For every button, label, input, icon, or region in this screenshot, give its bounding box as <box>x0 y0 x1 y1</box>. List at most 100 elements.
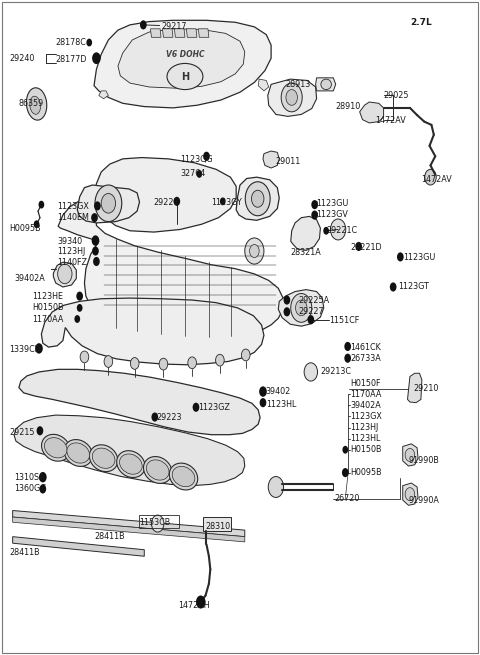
Polygon shape <box>408 373 422 403</box>
Polygon shape <box>19 369 260 435</box>
Text: 1123GU: 1123GU <box>317 199 349 208</box>
Circle shape <box>36 426 43 436</box>
Ellipse shape <box>64 440 93 466</box>
Ellipse shape <box>321 79 331 90</box>
Circle shape <box>77 304 83 312</box>
Text: 28310: 28310 <box>205 522 231 531</box>
Text: 1472AV: 1472AV <box>421 176 452 184</box>
Circle shape <box>173 196 180 206</box>
Circle shape <box>131 358 139 369</box>
Polygon shape <box>12 517 245 542</box>
Text: 28913: 28913 <box>286 80 311 89</box>
Text: 91990B: 91990B <box>408 457 439 465</box>
Text: 2.7L: 2.7L <box>410 18 432 28</box>
Circle shape <box>92 246 99 255</box>
Text: 28321A: 28321A <box>290 248 321 257</box>
Text: 1123GG: 1123GG <box>180 155 213 164</box>
Circle shape <box>296 300 307 316</box>
Circle shape <box>76 291 83 301</box>
Text: 29213C: 29213C <box>321 367 351 377</box>
Text: 32764: 32764 <box>180 170 205 178</box>
Text: 1123HL: 1123HL <box>266 400 296 409</box>
Text: 39402A: 39402A <box>350 401 381 410</box>
Polygon shape <box>268 79 317 117</box>
Text: 29240: 29240 <box>9 54 35 63</box>
Polygon shape <box>14 415 245 485</box>
Text: 29227: 29227 <box>299 307 324 316</box>
Text: 28411B: 28411B <box>9 548 40 557</box>
Circle shape <box>92 52 101 64</box>
Text: 1123GZ: 1123GZ <box>198 403 230 412</box>
Ellipse shape <box>45 438 67 458</box>
Text: 28411B: 28411B <box>95 531 125 540</box>
Text: 29215: 29215 <box>9 428 35 437</box>
Circle shape <box>260 398 266 407</box>
Text: 29227: 29227 <box>154 198 180 206</box>
Polygon shape <box>162 29 173 37</box>
Text: 1339CD: 1339CD <box>9 345 41 354</box>
Text: 29221C: 29221C <box>326 226 357 235</box>
Circle shape <box>35 343 43 354</box>
Polygon shape <box>53 262 76 287</box>
Circle shape <box>104 356 113 367</box>
Ellipse shape <box>42 434 70 461</box>
Circle shape <box>91 213 98 222</box>
Text: 1170AA: 1170AA <box>350 390 382 399</box>
Circle shape <box>39 484 46 493</box>
Circle shape <box>216 354 224 366</box>
Text: H0150B: H0150B <box>32 303 63 312</box>
Circle shape <box>140 20 147 29</box>
Ellipse shape <box>167 64 203 90</box>
Text: 28177D: 28177D <box>56 55 87 64</box>
Polygon shape <box>41 298 264 365</box>
Polygon shape <box>12 510 245 536</box>
Circle shape <box>342 468 348 477</box>
Ellipse shape <box>30 96 40 115</box>
Text: 1140FZ: 1140FZ <box>57 257 87 267</box>
Polygon shape <box>236 177 279 220</box>
Polygon shape <box>258 79 269 91</box>
Ellipse shape <box>67 443 90 463</box>
Text: 1170AA: 1170AA <box>32 314 63 324</box>
Circle shape <box>405 449 415 462</box>
Text: 26720: 26720 <box>335 495 360 503</box>
Circle shape <box>159 358 168 370</box>
Circle shape <box>344 354 351 363</box>
Text: 29223: 29223 <box>156 413 182 422</box>
Ellipse shape <box>117 451 145 477</box>
Circle shape <box>312 210 318 219</box>
Circle shape <box>93 257 100 266</box>
Circle shape <box>38 200 44 208</box>
Circle shape <box>152 515 164 532</box>
Circle shape <box>268 477 284 497</box>
Text: 1153CB: 1153CB <box>140 517 171 527</box>
Text: 29225A: 29225A <box>299 295 329 305</box>
Circle shape <box>39 472 47 482</box>
Text: 1123GU: 1123GU <box>403 253 435 262</box>
Text: 28178C: 28178C <box>56 38 86 47</box>
Circle shape <box>245 181 270 215</box>
Text: 29025: 29025 <box>384 91 409 100</box>
Text: H0150B: H0150B <box>350 445 382 454</box>
Text: 1472AH: 1472AH <box>178 601 209 610</box>
Circle shape <box>95 185 122 221</box>
Ellipse shape <box>172 466 195 487</box>
Circle shape <box>220 197 226 205</box>
Text: 1123HL: 1123HL <box>350 434 381 443</box>
Text: 1123HJ: 1123HJ <box>57 247 85 256</box>
Circle shape <box>355 242 362 251</box>
Ellipse shape <box>146 460 169 480</box>
Circle shape <box>245 238 264 264</box>
Text: 1360GG: 1360GG <box>14 485 47 493</box>
Polygon shape <box>94 158 236 232</box>
Text: 28910: 28910 <box>336 102 361 111</box>
Polygon shape <box>198 29 209 37</box>
Circle shape <box>342 446 348 454</box>
Text: 1123HJ: 1123HJ <box>350 423 378 432</box>
Text: 1151CF: 1151CF <box>329 316 359 325</box>
Circle shape <box>252 190 264 207</box>
Ellipse shape <box>92 448 115 468</box>
Text: 1140EM: 1140EM <box>57 213 89 222</box>
Circle shape <box>304 363 318 381</box>
Text: 29210: 29210 <box>413 384 439 394</box>
